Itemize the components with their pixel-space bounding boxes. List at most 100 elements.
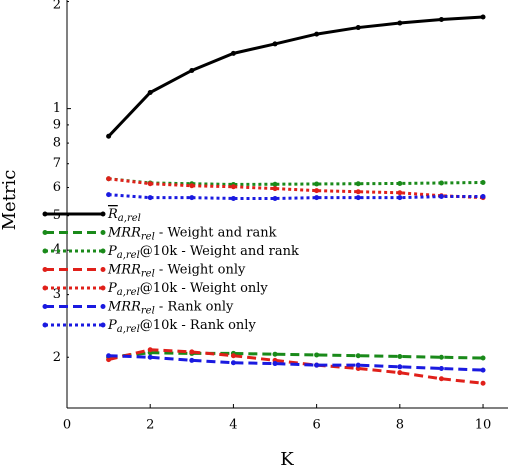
series-line xyxy=(107,15,484,138)
point xyxy=(314,31,320,37)
point xyxy=(106,133,112,139)
point xyxy=(438,354,444,360)
point xyxy=(438,194,444,200)
y-axis-label: Metric xyxy=(0,170,20,231)
x-tick-label: 10 xyxy=(475,418,492,433)
point xyxy=(480,355,486,361)
point xyxy=(272,195,278,201)
legend-marker xyxy=(42,285,48,291)
legend-label: MRRrel - Weight only xyxy=(107,262,246,279)
legend-marker xyxy=(42,248,48,254)
point xyxy=(480,367,486,373)
point xyxy=(189,67,195,73)
legend-marker xyxy=(100,211,106,217)
point xyxy=(355,181,361,187)
point xyxy=(230,184,236,190)
point xyxy=(355,362,361,368)
point xyxy=(314,188,320,194)
point xyxy=(355,189,361,195)
point xyxy=(147,89,153,95)
point xyxy=(314,195,320,201)
point xyxy=(189,357,195,363)
point xyxy=(480,194,486,200)
point xyxy=(106,353,112,359)
y-tick-label: 8 xyxy=(53,136,61,151)
point xyxy=(106,357,112,363)
point xyxy=(480,179,486,185)
x-axis-label: K xyxy=(280,449,294,466)
legend-label: MRRrel - Rank only xyxy=(107,299,234,316)
legend-label: Pa,rel@10k - Weight and rank xyxy=(107,244,299,261)
point xyxy=(189,195,195,201)
x-tick-label: 0 xyxy=(63,418,71,433)
point xyxy=(314,352,320,358)
point xyxy=(438,17,444,23)
legend-marker xyxy=(42,230,48,235)
point xyxy=(397,190,403,196)
series-line xyxy=(108,351,484,360)
point xyxy=(230,353,236,359)
legend-label: Pa,rel@10k - Rank only xyxy=(107,318,256,335)
legend-marker xyxy=(100,267,106,272)
x-tick-label: 6 xyxy=(312,418,320,433)
legend-label: Ra,rel xyxy=(107,207,141,224)
point xyxy=(189,349,195,355)
legend-marker xyxy=(100,285,106,291)
x-tick-label: 2 xyxy=(146,418,154,433)
legend-marker xyxy=(42,304,48,309)
point xyxy=(397,20,403,26)
y-tick-label: 6 xyxy=(53,180,61,195)
y-tick-label: 7 xyxy=(53,156,61,171)
legend-marker xyxy=(100,248,106,254)
y-tick-label: 9 xyxy=(53,117,61,132)
point xyxy=(106,192,112,198)
point xyxy=(230,50,236,56)
point xyxy=(189,183,195,189)
point xyxy=(480,380,486,386)
point xyxy=(106,176,112,182)
point xyxy=(397,195,403,201)
point xyxy=(272,351,278,357)
point xyxy=(355,25,361,31)
point xyxy=(438,365,444,371)
point xyxy=(272,181,278,187)
legend-marker xyxy=(42,211,48,217)
series-line xyxy=(108,348,484,385)
series-line xyxy=(108,193,484,200)
point xyxy=(480,14,486,20)
point xyxy=(147,181,153,187)
point xyxy=(314,181,320,187)
y-tick-label: 3 xyxy=(53,287,61,302)
point xyxy=(355,353,361,359)
legend-marker xyxy=(100,230,106,235)
point xyxy=(272,186,278,192)
point xyxy=(397,353,403,359)
point xyxy=(314,362,320,368)
legend-marker xyxy=(100,322,106,328)
point xyxy=(397,370,403,376)
legend-marker xyxy=(100,304,106,309)
point xyxy=(272,361,278,367)
point xyxy=(147,195,153,201)
y-tick-label: 2 xyxy=(53,350,61,365)
y-tick-label: 5 xyxy=(53,208,61,223)
legend-label: Pa,rel@10k - Weight only xyxy=(107,281,268,298)
series-line xyxy=(108,354,484,372)
y-tick-label: 4 xyxy=(53,243,61,258)
legend-label: MRRrel - Weight and rank xyxy=(107,225,277,242)
x-tick-label: 4 xyxy=(229,418,237,433)
point xyxy=(397,180,403,186)
point xyxy=(272,41,278,47)
legend-marker xyxy=(42,267,48,272)
point xyxy=(147,347,153,353)
x-tick-label: 8 xyxy=(396,418,404,433)
point xyxy=(397,364,403,370)
point xyxy=(438,180,444,186)
series-line xyxy=(108,177,484,200)
point xyxy=(230,360,236,366)
point xyxy=(438,376,444,382)
point xyxy=(230,195,236,201)
y-tick-label: 1 xyxy=(53,101,61,116)
y-tick-label: 2 xyxy=(53,0,61,13)
